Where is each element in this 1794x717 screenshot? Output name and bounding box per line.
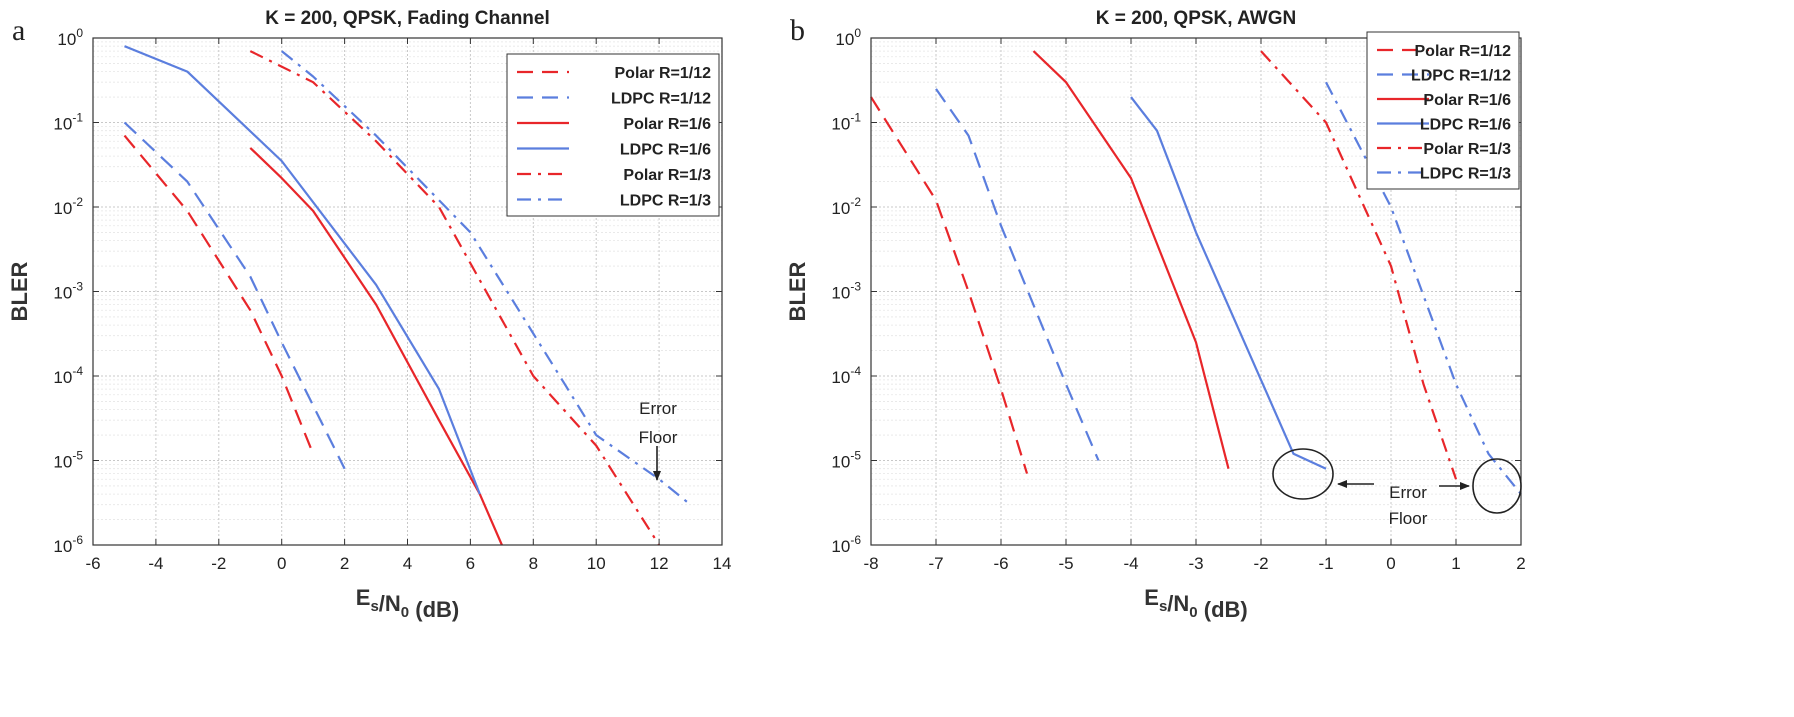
series-line bbox=[124, 45, 481, 495]
x-tick-label: 2 bbox=[1516, 554, 1525, 573]
y-tick-label: 10-2 bbox=[831, 195, 861, 218]
y-tick-label: 100 bbox=[57, 26, 83, 49]
y-axis-title: BLER bbox=[785, 261, 810, 321]
legend-box bbox=[506, 53, 720, 217]
x-tick-label: 4 bbox=[403, 554, 412, 573]
y-axis-title: BLER bbox=[7, 261, 32, 321]
x-tick-label: 6 bbox=[466, 554, 475, 573]
x-tick-label: 10 bbox=[587, 554, 606, 573]
series-line bbox=[281, 50, 692, 506]
series-line bbox=[1032, 50, 1230, 469]
annotation-text: Error bbox=[1389, 483, 1427, 502]
y-tick-label: 10-1 bbox=[53, 111, 83, 134]
y-tick-label: 10-4 bbox=[53, 364, 83, 387]
x-tick-label: -3 bbox=[1188, 554, 1203, 573]
x-axis-title: Es/N0 (dB) bbox=[356, 585, 459, 622]
y-tick-label: 10-3 bbox=[53, 280, 83, 303]
x-axis-title: Es/N0 (dB) bbox=[1144, 585, 1247, 622]
x-tick-label: -7 bbox=[928, 554, 943, 573]
x-tick-label: -2 bbox=[1253, 554, 1268, 573]
x-tick-label: -4 bbox=[148, 554, 163, 573]
grid bbox=[870, 37, 1522, 546]
y-tick-label: 100 bbox=[835, 26, 861, 49]
panel-label: a bbox=[12, 14, 25, 47]
y-tick-label: 10-5 bbox=[53, 449, 83, 472]
legend-label: LDPC R=1/12 bbox=[611, 91, 711, 108]
annotation-text: Floor bbox=[1389, 509, 1428, 528]
x-tick-label: 12 bbox=[650, 554, 669, 573]
series-line bbox=[1260, 50, 1458, 480]
y-tick-label: 10-4 bbox=[831, 364, 861, 387]
series-line bbox=[123, 134, 315, 455]
series-line bbox=[870, 96, 1029, 474]
legend-label: LDPC R=1/12 bbox=[1411, 68, 1511, 85]
legend-label: LDPC R=1/3 bbox=[620, 193, 711, 210]
y-tick-label: 10-1 bbox=[831, 111, 861, 134]
y-tick-label: 10-6 bbox=[53, 533, 83, 556]
legend: Polar R=1/12 LDPC R=1/12 Polar R=1/6 LDPC R… bbox=[1366, 31, 1520, 190]
y-tick-label: 10-3 bbox=[831, 280, 861, 303]
series-line bbox=[123, 121, 346, 470]
error-floor-circle bbox=[1272, 448, 1334, 500]
x-tick-label: -6 bbox=[993, 554, 1008, 573]
series-line bbox=[1130, 96, 1327, 470]
x-tick-label: -1 bbox=[1318, 554, 1333, 573]
chart-title: K = 200, QPSK, AWGN bbox=[1096, 8, 1296, 29]
x-tick-label: 0 bbox=[1386, 554, 1395, 573]
annotation-text: Floor bbox=[639, 428, 678, 447]
legend-label: Polar R=1/12 bbox=[1415, 43, 1512, 60]
legend-label: Polar R=1/12 bbox=[615, 65, 712, 82]
x-tick-label: -2 bbox=[211, 554, 226, 573]
legend: Polar R=1/12 LDPC R=1/12 Polar R=1/6 LDPC R… bbox=[506, 53, 720, 217]
legend-box bbox=[1366, 31, 1520, 190]
chart-title: K = 200, QPSK, Fading Channel bbox=[265, 8, 550, 29]
x-tick-label: -6 bbox=[85, 554, 100, 573]
chart-panel-a: -6 -4 -2 0 2 4 6 8 10 12 14 100 10-1 10-2 10-3 10-4 10-5… bbox=[7, 8, 731, 622]
x-tick-label: 2 bbox=[340, 554, 349, 573]
legend-label: Polar R=1/3 bbox=[623, 167, 711, 184]
panel-label: b bbox=[790, 14, 805, 47]
legend-label: Polar R=1/6 bbox=[1423, 92, 1511, 109]
x-tick-label: 14 bbox=[713, 554, 732, 573]
y-tick-label: 10-5 bbox=[831, 449, 861, 472]
series-line bbox=[935, 88, 1100, 461]
legend-label: Polar R=1/6 bbox=[623, 116, 711, 133]
x-tick-label: 0 bbox=[277, 554, 286, 573]
legend-label: LDPC R=1/3 bbox=[1420, 166, 1511, 183]
x-tick-label: 8 bbox=[529, 554, 538, 573]
annotation-text: Error bbox=[639, 399, 677, 418]
x-tick-label: -8 bbox=[863, 554, 878, 573]
series-line bbox=[249, 50, 661, 546]
legend-label: LDPC R=1/6 bbox=[1420, 117, 1511, 134]
x-tick-label: -5 bbox=[1058, 554, 1073, 573]
chart-panel-b: -8 -7 -6 -5 -4 -3 -2 -1 0 1 2 100 10-1 10-2 10-3 10-4 10… bbox=[785, 8, 1526, 622]
y-tick-label: 10-6 bbox=[831, 533, 861, 556]
legend-label: Polar R=1/3 bbox=[1423, 141, 1511, 158]
y-tick-label: 10-2 bbox=[53, 195, 83, 218]
x-tick-label: -4 bbox=[1123, 554, 1138, 573]
legend-label: LDPC R=1/6 bbox=[620, 142, 711, 159]
error-floor-circle bbox=[1472, 458, 1522, 514]
x-tick-label: 1 bbox=[1451, 554, 1460, 573]
